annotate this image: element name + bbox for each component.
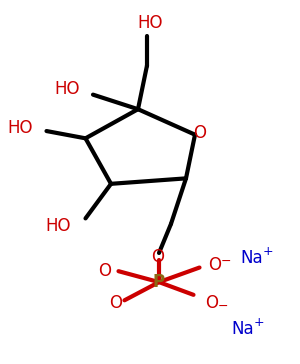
Text: O: O xyxy=(193,124,206,142)
Text: HO: HO xyxy=(137,13,163,32)
Text: −: − xyxy=(221,255,232,268)
Text: HO: HO xyxy=(8,119,33,137)
Text: P: P xyxy=(153,273,165,291)
Text: Na: Na xyxy=(240,249,262,268)
Text: HO: HO xyxy=(45,217,70,235)
Text: −: − xyxy=(218,300,229,313)
Text: +: + xyxy=(262,245,273,258)
Text: O: O xyxy=(205,294,218,312)
Text: O: O xyxy=(110,294,123,312)
Text: O: O xyxy=(98,262,112,280)
Text: O: O xyxy=(208,256,221,274)
Text: O: O xyxy=(151,248,164,266)
Text: Na: Na xyxy=(231,320,254,339)
Text: HO: HO xyxy=(54,80,80,98)
Text: +: + xyxy=(254,316,264,329)
